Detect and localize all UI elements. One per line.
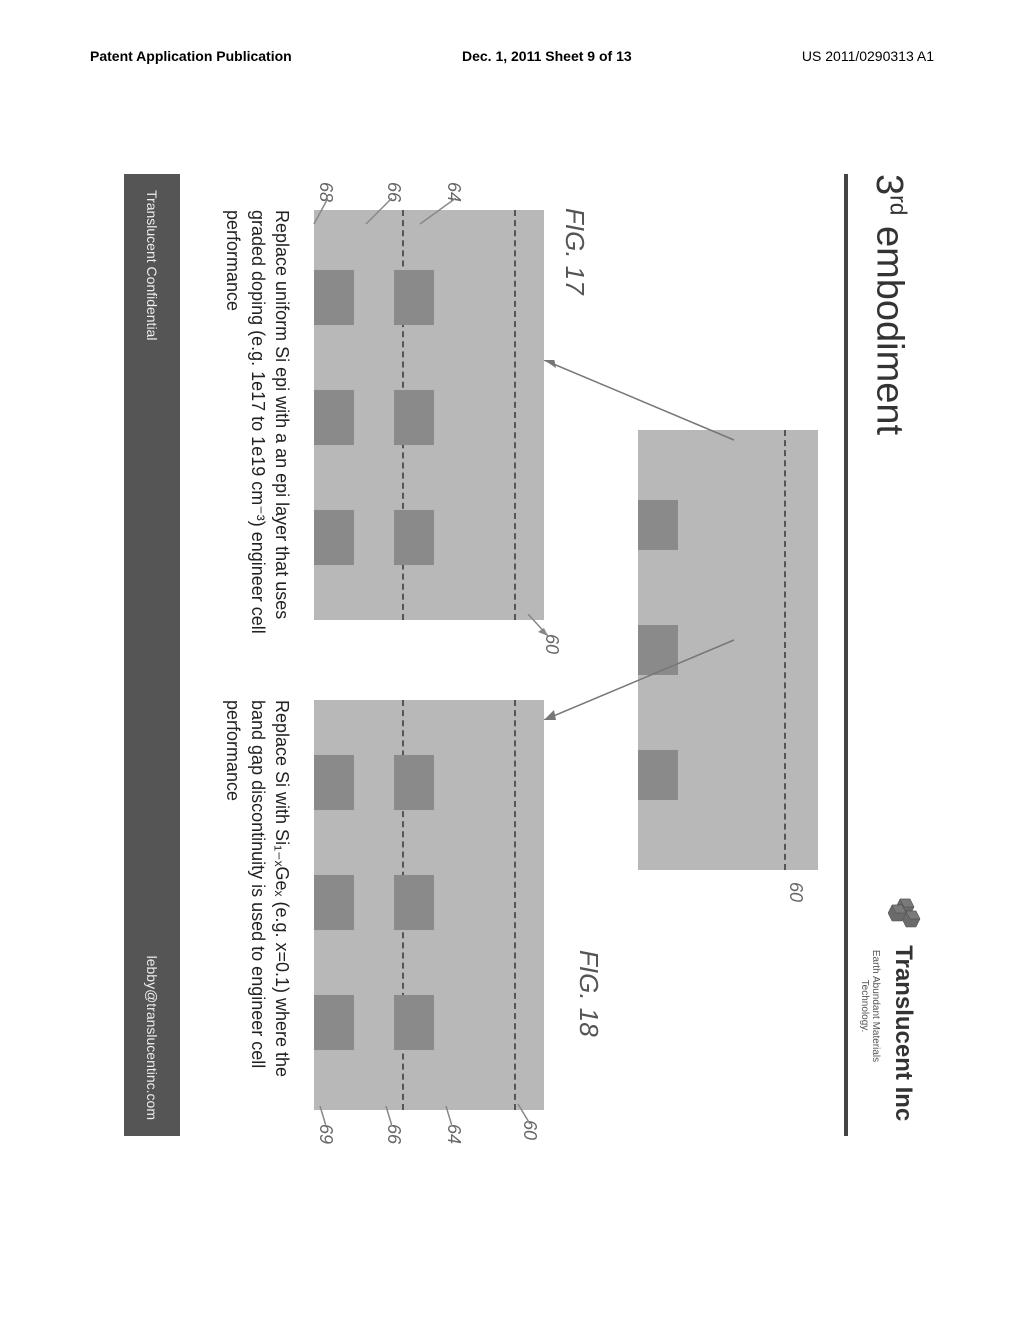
patent-page: Patent Application Publication Dec. 1, 2… (0, 0, 1024, 1320)
footer-right: lebby@translucentinc.com (144, 956, 160, 1120)
caption-right: Replace Si with Si₁₋ₓGeₓ (e.g. x=0.1) wh… (221, 700, 294, 1110)
leader-68-bl (310, 198, 328, 228)
block (314, 390, 354, 445)
fig18-label: FIG. 18 (573, 950, 604, 1037)
block (394, 270, 434, 325)
slide-title: 3rd embodiment (867, 174, 912, 435)
rotated-slide: 3rd embodiment (90, 140, 934, 1170)
brand-block: Translucent Inc Earth Abundant Materials… (859, 876, 924, 1136)
title-ordinal: 3rd (868, 174, 910, 215)
leader-69-br (316, 1106, 326, 1130)
brand-row: Translucent Inc (883, 876, 924, 1136)
block (394, 510, 434, 565)
fig17-label: FIG. 17 (559, 208, 590, 295)
diagram-bottom-left (314, 210, 544, 620)
block (314, 270, 354, 325)
block (314, 875, 354, 930)
footer-bar: Translucent Confidential lebby@transluce… (124, 174, 180, 1136)
block (638, 750, 678, 800)
block (314, 995, 354, 1050)
leader-64-bl (416, 198, 456, 228)
block (314, 755, 354, 810)
title-word: embodiment (868, 226, 910, 435)
header-right: US 2011/0290313 A1 (802, 48, 934, 64)
header-center: Dec. 1, 2011 Sheet 9 of 13 (462, 48, 632, 64)
dashed-line (514, 210, 516, 620)
dashed-line (514, 700, 516, 1110)
content-frame: 3rd embodiment (90, 140, 934, 1170)
leader-60-br (516, 1104, 530, 1128)
annot-60-top: 60 (785, 882, 806, 902)
dashed-line (784, 430, 786, 870)
footer-left: Translucent Confidential (144, 190, 160, 340)
leader-60-bl (522, 614, 548, 644)
block (638, 500, 678, 550)
title-rule (844, 174, 848, 1136)
block (394, 390, 434, 445)
diagram-bottom-right (314, 700, 544, 1110)
header-left: Patent Application Publication (90, 48, 292, 64)
slide-inner: 3rd embodiment (90, 140, 934, 1170)
leader-64-br (442, 1106, 452, 1130)
block (394, 875, 434, 930)
block (394, 755, 434, 810)
diagram-top (638, 430, 818, 870)
block (394, 995, 434, 1050)
block (638, 625, 678, 675)
block (314, 510, 354, 565)
brand-name: Translucent Inc (890, 945, 918, 1121)
leader-66-bl (362, 198, 392, 228)
page-header: Patent Application Publication Dec. 1, 2… (0, 48, 1024, 64)
caption-left: Replace uniform Si epi with a an epi lay… (221, 210, 294, 640)
brand-tagline: Earth Abundant Materials Technology. (859, 876, 881, 1136)
cube-logo-icon (883, 891, 924, 935)
leader-66-br (382, 1106, 392, 1130)
